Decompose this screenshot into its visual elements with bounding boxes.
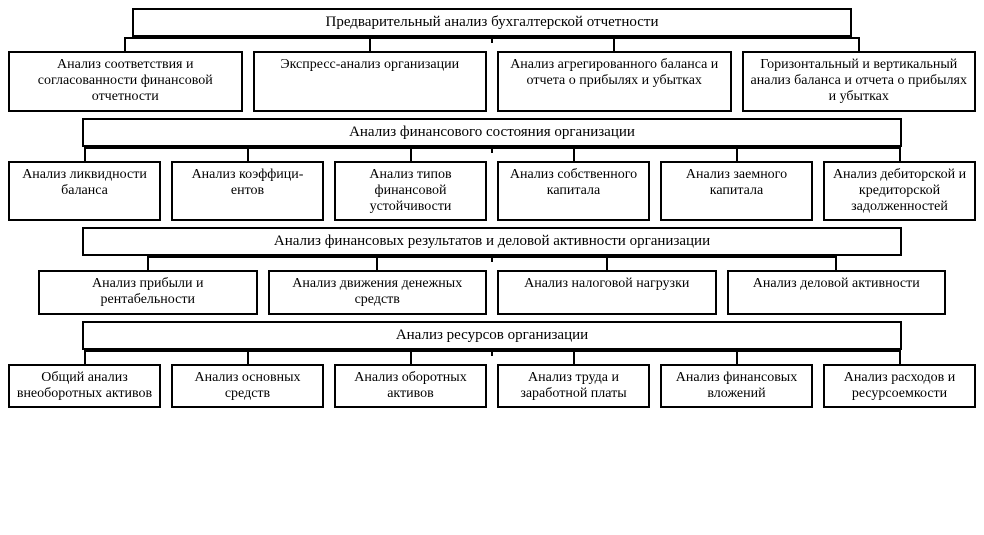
child-node: Анализ налоговой нагрузки bbox=[497, 270, 717, 314]
child-node: Анализ оборот­ных активов bbox=[334, 364, 487, 408]
children-row: Общий анализ внеоборотных активовАнализ … bbox=[8, 364, 976, 408]
child-node: Анализ ликвид­ности баланса bbox=[8, 161, 161, 221]
child-node: Анализ агрегированного баланса и отчета … bbox=[497, 51, 732, 111]
parent-node: Анализ финансовых результатов и деловой … bbox=[82, 227, 902, 256]
child-node: Экспресс-анализ органи­зации bbox=[253, 51, 488, 111]
child-node: Общий анализ внеоборотных активов bbox=[8, 364, 161, 408]
diagram-section: Предварительный анализ бухгалтерской отч… bbox=[8, 8, 976, 112]
child-node: Анализ труда и заработной платы bbox=[497, 364, 650, 408]
child-node: Анализ собственного капитала bbox=[497, 161, 650, 221]
connector-bar bbox=[147, 256, 838, 258]
children-row: Анализ прибыли и рентабельностиАнализ дв… bbox=[8, 270, 976, 314]
child-node: Анализ соответствия и согласованности фи… bbox=[8, 51, 243, 111]
child-node: Горизонтальный и вертикаль­ный анализ ба… bbox=[742, 51, 977, 111]
child-node: Анализ коэффици­ентов bbox=[171, 161, 324, 221]
diagram-section: Анализ финансового состояния организации… bbox=[8, 118, 976, 222]
children-row: Анализ ликвид­ности балансаАнализ коэффи… bbox=[8, 161, 976, 221]
diagram-root: Предварительный анализ бухгалтерской отч… bbox=[8, 8, 976, 408]
connector-bar bbox=[84, 350, 901, 352]
parent-node: Анализ ресурсов организации bbox=[82, 321, 902, 350]
children-row: Анализ соответствия и согласованности фи… bbox=[8, 51, 976, 111]
parent-node: Предварительный анализ бухгалтерской отч… bbox=[132, 8, 852, 37]
child-node: Анализ движения денежных средств bbox=[268, 270, 488, 314]
child-node: Анализ заемного капитала bbox=[660, 161, 813, 221]
child-node: Анализ типов финансовой устойчивости bbox=[334, 161, 487, 221]
parent-node: Анализ финансового состояния организации bbox=[82, 118, 902, 147]
child-node: Анализ финансо­вых вложений bbox=[660, 364, 813, 408]
diagram-section: Анализ ресурсов организации Общий анализ … bbox=[8, 321, 976, 408]
connector-bar bbox=[84, 147, 901, 149]
child-node: Анализ основ­ных средств bbox=[171, 364, 324, 408]
child-node: Анализ расхо­дов и ресурсо­емкости bbox=[823, 364, 976, 408]
diagram-section: Анализ финансовых результатов и деловой … bbox=[8, 227, 976, 314]
connector-bar bbox=[124, 37, 860, 39]
child-node: Анализ деловой активности bbox=[727, 270, 947, 314]
child-node: Анализ дебиторской и кредиторской задолж… bbox=[823, 161, 976, 221]
child-node: Анализ прибыли и рентабельности bbox=[38, 270, 258, 314]
